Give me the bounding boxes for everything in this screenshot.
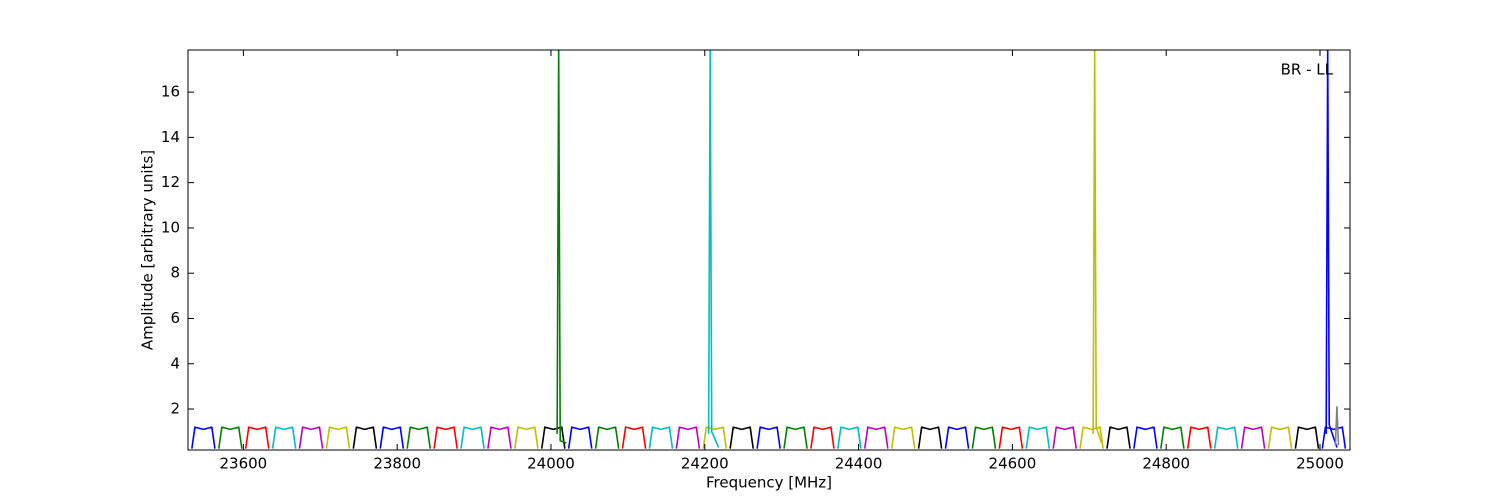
y-axis-label: Amplitude [arbitrary units] <box>139 150 157 350</box>
series-line <box>325 426 1293 449</box>
x-tick-label: 24400 <box>835 455 883 473</box>
series-line <box>217 426 1185 449</box>
y-tick-label: 2 <box>170 400 180 418</box>
x-tick-label: 25000 <box>1296 455 1344 473</box>
x-tick-label: 23600 <box>220 455 268 473</box>
series-line <box>556 50 567 444</box>
series-line <box>352 426 1320 449</box>
x-tick-label: 23800 <box>373 455 421 473</box>
series-line <box>244 426 1212 449</box>
series-line <box>707 50 720 448</box>
y-tick-label: 14 <box>161 128 180 146</box>
series-line <box>298 426 1266 449</box>
y-tick-label: 4 <box>170 354 180 372</box>
axes-frame <box>187 49 1351 451</box>
y-tick-label: 12 <box>161 173 180 191</box>
y-tick-label: 10 <box>161 218 180 236</box>
y-tick-label: 6 <box>170 309 180 327</box>
x-tick-label: 24800 <box>1142 455 1190 473</box>
x-tick-label: 24200 <box>681 455 729 473</box>
annotation: BR - LL <box>1281 61 1334 79</box>
y-tick-label: 8 <box>170 264 180 282</box>
series-line <box>1325 50 1338 448</box>
x-tick-label: 24600 <box>989 455 1037 473</box>
series-line <box>271 426 1239 449</box>
x-axis-label: Frequency [MHz] <box>706 474 832 492</box>
series-line <box>1334 405 1340 446</box>
y-tick-label: 16 <box>161 83 180 101</box>
series-line <box>1092 50 1103 444</box>
series-line <box>191 426 1347 449</box>
plot-area <box>191 50 1347 449</box>
x-tick-label: 24000 <box>527 455 575 473</box>
